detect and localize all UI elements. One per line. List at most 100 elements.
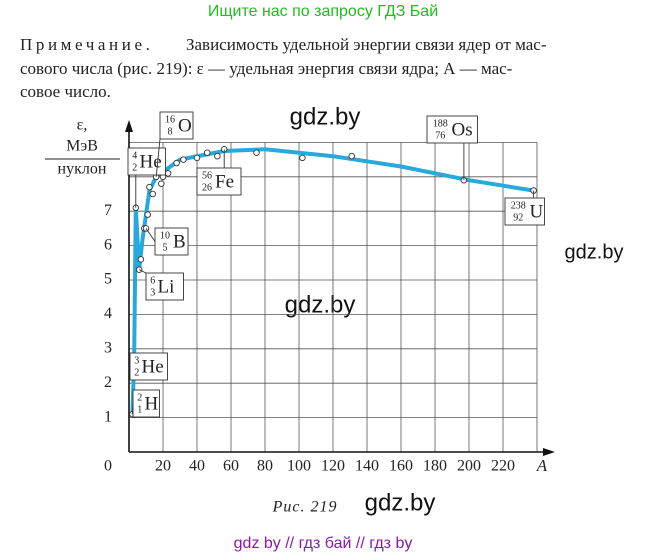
x-tick-label: 80 [257,458,273,475]
data-point [144,211,151,218]
isotope-symbol: Fe [215,171,234,192]
y-tick-label: 7 [104,202,112,219]
x-tick-label: 40 [189,458,205,475]
x-tick-label: 140 [355,458,379,475]
y-tick-label: 4 [104,305,112,322]
x-tick-label: 20 [155,458,171,475]
y-tick-label: 5 [104,271,112,288]
y-label: МэВ [66,138,98,155]
note-line: сового числа (рис. 219): ε — удельная эн… [20,59,513,78]
isotope-charge: 2 [132,162,137,173]
isotope-mass: 10 [160,230,170,241]
isotope-mass: 6 [150,275,155,286]
y-label: ε, [77,117,88,134]
isotope-mass: 56 [202,170,212,181]
y-label: нуклон [58,161,107,178]
x-tick-label: 60 [223,458,239,475]
isotope-mass: 16 [165,114,175,125]
isotope-label: 32 He [129,352,168,381]
y-axis-arrow [125,120,133,132]
data-point [214,152,221,160]
data-point [180,156,187,163]
isotope-label: 21 H [132,389,160,418]
isotope-mass: 3 [134,355,139,366]
y-tick-label: 6 [104,236,112,253]
isotope-symbol: He [142,356,164,377]
isotope-symbol: B [173,231,186,252]
data-point [253,149,260,156]
isotope-box [129,352,168,381]
isotope-box [196,167,242,196]
isotope-pointer [155,138,161,177]
x-tick-label: 200 [457,458,481,475]
x-tick-label: 100 [287,458,311,475]
isotope-symbol: Li [158,276,175,297]
isotope-box [154,227,189,256]
x-tick-label: 220 [491,458,515,475]
isotope-symbol: Os [452,119,473,140]
x-tick-label: 180 [423,458,447,475]
x-tick-label: 160 [389,458,413,475]
note-label: Примечание. [20,35,153,54]
data-point [137,256,145,263]
isotope-charge: 26 [202,182,212,193]
chart: 20 40 60 80 100 120 140 160 180 200 22001234567ε,М… [45,111,555,475]
watermark: gdz.by [565,241,624,263]
x-tick-label: 120 [321,458,345,475]
isotope-mass: 238 [511,200,526,211]
y-tick-label: 1 [104,408,112,425]
isotope-mass: 2 [137,392,142,403]
data-point [164,170,172,177]
watermark: gdz.by [365,489,436,516]
isotope-mass: 4 [132,150,137,161]
y-tick-label: 2 [104,374,112,391]
caption: Рис. 219 [272,499,338,516]
isotope-symbol: U [530,201,544,222]
isotope-box [504,197,545,226]
data-point [299,154,306,162]
isotope-mass: 188 [433,118,448,129]
data-point [158,180,165,187]
y-tick-label: 3 [104,339,112,356]
data-point [203,149,211,156]
isotope-box [159,111,194,140]
isotope-box [426,115,478,144]
isotope-pointer [139,269,147,274]
header: Ищите нас по запросу ГДЗ Бай [208,3,438,20]
isotope-symbol: H [145,393,159,414]
data-point [149,190,157,198]
isotope-symbol: O [178,115,192,136]
data-point [173,159,180,167]
isotope-charge: 3 [150,287,155,298]
isotope-charge: 2 [134,367,139,378]
note-line: совое число. [20,82,111,101]
isotope-symbol: He [140,151,162,172]
isotope-label: 168 O [159,111,194,140]
isotope-label: 63 Li [145,272,184,301]
isotope-box [127,147,166,176]
data-point [348,152,355,160]
x-axis-arrow [543,448,555,456]
isotope-label: 105 B [154,227,189,256]
data-point [146,183,153,191]
isotope-charge: 8 [168,126,173,137]
isotope-pointer [131,403,134,415]
isotope-charge: 5 [163,242,168,253]
data-point [193,154,201,162]
watermark: gdz.by [285,291,356,318]
footer: gdz by // гдз бай // гдз by [234,535,413,552]
isotope-charge: 1 [137,404,142,415]
isotope-charge: 76 [435,130,445,141]
note-line: Зависимость удельной энергии связи ядер … [186,35,547,54]
watermark: gdz.by [290,103,361,130]
isotope-label: 42 He [127,147,166,176]
isotope-box [145,272,184,301]
x-label: A [536,456,548,475]
isotope-charge: 92 [513,212,523,223]
curve [130,147,534,415]
